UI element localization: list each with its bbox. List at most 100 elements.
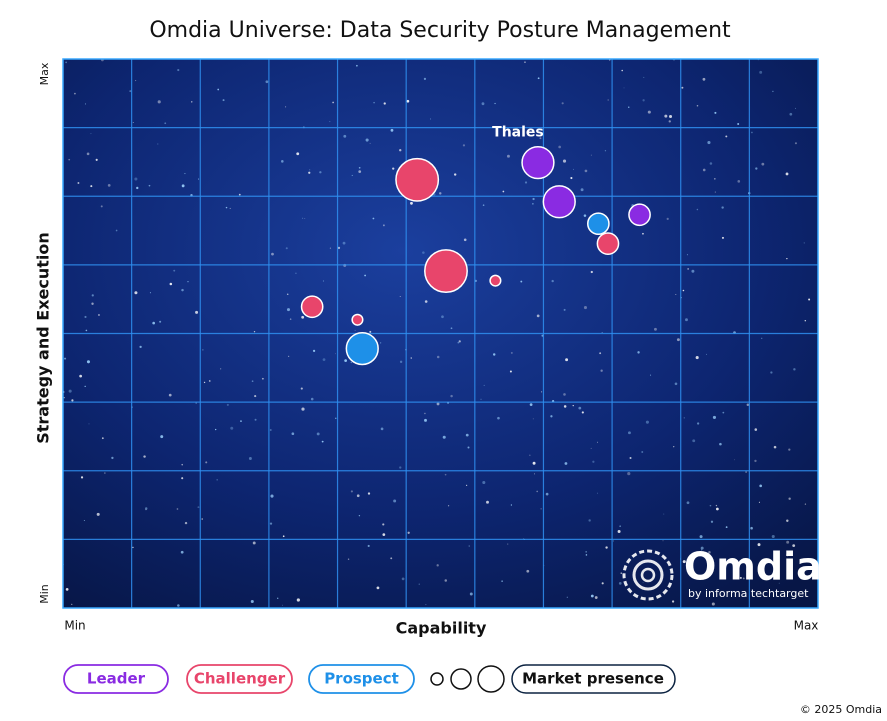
star [524, 61, 526, 63]
star [383, 102, 386, 105]
star [590, 270, 593, 274]
star [654, 327, 657, 331]
star [663, 513, 665, 515]
starfield [62, 57, 819, 607]
star [310, 397, 314, 401]
star [642, 99, 645, 102]
star [100, 205, 103, 208]
star [536, 314, 540, 318]
star [721, 206, 724, 209]
star [483, 384, 485, 386]
star [382, 523, 385, 526]
star [617, 530, 621, 534]
star [628, 431, 631, 435]
star [380, 342, 382, 344]
star [458, 340, 461, 343]
star [564, 462, 568, 465]
bubbles: Thales [300, 125, 651, 366]
star [282, 535, 285, 538]
star [248, 457, 252, 460]
star [335, 417, 337, 419]
star [482, 204, 485, 206]
star [83, 519, 85, 522]
star [91, 294, 94, 297]
star [410, 357, 412, 359]
star [98, 314, 100, 316]
star [613, 540, 615, 542]
star [354, 329, 356, 331]
star [442, 435, 446, 439]
bubble [587, 212, 610, 236]
legend-pill [186, 664, 293, 694]
star [645, 420, 649, 424]
size-legend-circle [450, 668, 472, 690]
star [619, 525, 621, 527]
star [737, 122, 740, 125]
star [90, 185, 93, 188]
star [618, 582, 622, 585]
star [281, 604, 283, 606]
star [104, 472, 106, 474]
star [685, 318, 688, 322]
star [365, 138, 369, 142]
star [492, 353, 496, 356]
star [524, 181, 528, 184]
star [702, 168, 706, 172]
star [134, 291, 138, 295]
star [761, 337, 763, 339]
star [623, 87, 625, 89]
star [429, 118, 432, 120]
star [101, 437, 104, 440]
star [367, 544, 370, 548]
star [337, 246, 341, 250]
star [369, 142, 371, 144]
star [422, 251, 425, 254]
star [203, 381, 206, 384]
star [157, 143, 159, 145]
star [251, 380, 254, 383]
star [686, 254, 688, 256]
star [269, 429, 272, 431]
star [169, 282, 173, 286]
star [510, 351, 513, 354]
star [222, 99, 225, 102]
star [725, 135, 728, 138]
star [364, 274, 367, 277]
star [129, 90, 132, 93]
star [74, 92, 76, 95]
star [804, 319, 807, 322]
star [465, 484, 468, 486]
legend: Market presence Leader Challenger Prospect [63, 664, 676, 694]
star [187, 280, 189, 283]
star [177, 604, 180, 607]
star [708, 551, 711, 554]
y-tick-label: Max [38, 62, 51, 85]
star [358, 515, 361, 517]
star [281, 160, 284, 163]
star [96, 512, 100, 516]
star [217, 88, 220, 91]
star [335, 353, 336, 355]
star [599, 352, 602, 355]
legend-label: Challenger [194, 670, 286, 688]
star [754, 428, 758, 431]
star [696, 208, 699, 211]
star [342, 241, 346, 245]
star [761, 162, 765, 166]
star [285, 106, 287, 108]
size-legend-circle [430, 672, 444, 686]
star [628, 106, 630, 109]
bubble [351, 313, 364, 326]
star [406, 99, 410, 103]
star [134, 177, 138, 181]
star [181, 288, 184, 292]
star [754, 459, 757, 463]
star [786, 257, 788, 260]
star [751, 131, 753, 134]
star [621, 69, 623, 72]
star [594, 596, 598, 599]
star [111, 456, 114, 460]
star [676, 338, 680, 342]
star [177, 68, 180, 72]
star [159, 320, 162, 323]
